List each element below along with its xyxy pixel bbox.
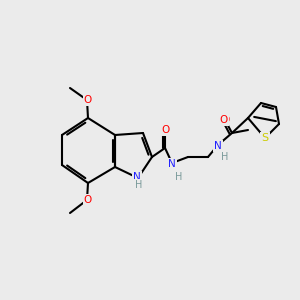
- Text: N: N: [214, 141, 222, 151]
- Text: H: H: [175, 172, 183, 182]
- Text: N: N: [168, 159, 176, 169]
- Text: H: H: [135, 180, 143, 190]
- Text: H: H: [221, 152, 229, 162]
- Text: S: S: [261, 133, 269, 143]
- Text: N: N: [214, 141, 222, 151]
- Text: S: S: [261, 133, 268, 143]
- Text: O: O: [221, 115, 229, 125]
- Text: H: H: [135, 180, 143, 190]
- Text: O: O: [161, 125, 169, 135]
- Text: O: O: [220, 115, 228, 125]
- Text: O: O: [84, 95, 92, 105]
- Text: H: H: [221, 152, 229, 162]
- Text: N: N: [133, 172, 141, 182]
- Text: O: O: [84, 95, 92, 105]
- Text: N: N: [168, 159, 176, 169]
- Text: O: O: [84, 195, 92, 205]
- Text: N: N: [133, 172, 141, 182]
- Text: O: O: [84, 195, 92, 205]
- Text: H: H: [175, 172, 183, 182]
- Text: O: O: [161, 125, 169, 135]
